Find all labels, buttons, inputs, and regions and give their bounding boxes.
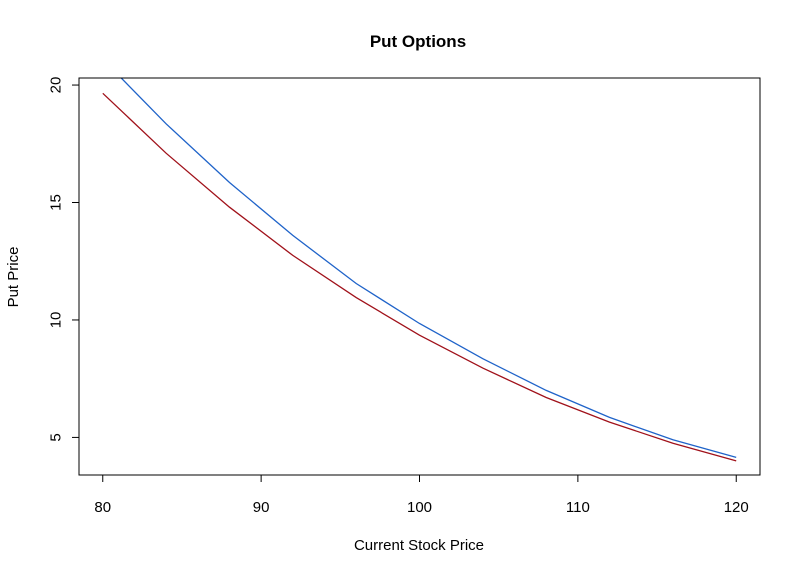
series-line-2 (102, 92, 737, 462)
y-axis-label: Put Price (5, 247, 22, 308)
x-tick-label: 110 (566, 499, 590, 516)
y-axis: 5 10 15 20 (48, 77, 80, 442)
y-tick-label: 5 (48, 433, 65, 441)
y-tick-label: 15 (48, 194, 65, 211)
x-tick-label: 120 (724, 499, 749, 516)
y-tick-label: 10 (48, 312, 65, 329)
y-tick-label: 20 (48, 77, 65, 94)
chart-title: Put Options (370, 32, 466, 51)
x-tick-label: 100 (407, 499, 432, 516)
series-layer (102, 78, 737, 462)
x-axis: 80 90 100 110 120 (94, 474, 749, 516)
x-tick-label: 90 (253, 499, 270, 516)
series-line-1 (120, 78, 737, 459)
x-tick-label: 80 (94, 499, 111, 516)
x-axis-label: Current Stock Price (354, 537, 484, 554)
